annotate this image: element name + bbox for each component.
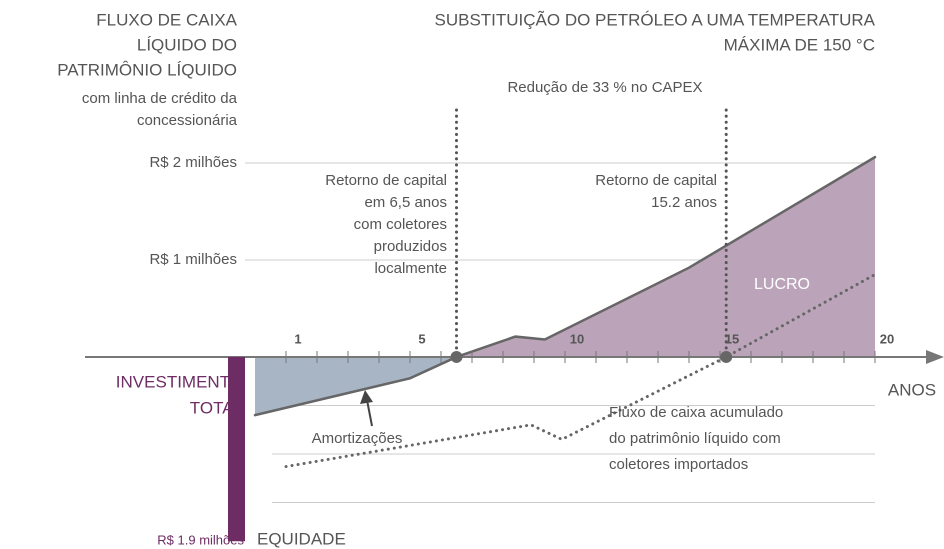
line	[253, 155, 877, 417]
x-tick-label: 1	[294, 331, 301, 346]
label: Retorno de capital	[595, 172, 717, 189]
label: com linha de crédito da	[82, 90, 238, 107]
annotation: LUCRO	[754, 276, 810, 293]
area-negative	[255, 356, 457, 416]
label: INVESTIMENTO	[116, 372, 243, 391]
x-axis-label: ANOS	[888, 380, 936, 399]
label: coletores importados	[609, 456, 748, 473]
label: em 6,5 anos	[364, 194, 447, 211]
x-tick-label: 20	[880, 331, 894, 346]
investment-caption: EQUIDADE	[257, 529, 346, 548]
arrow	[366, 399, 373, 427]
investment-bar	[228, 356, 245, 542]
label: PATRIMÔNIO LÍQUIDO	[57, 60, 237, 79]
y-tick-label: R$ 1 milhões	[149, 251, 237, 268]
axis-arrow	[926, 349, 944, 364]
payback-dot	[450, 350, 463, 363]
label: produzidos	[374, 238, 447, 255]
label: MÁXIMA DE 150 °C	[724, 35, 875, 54]
x-tick-label: 5	[418, 331, 425, 346]
dotted-line	[284, 272, 877, 469]
x-tick-label: 10	[570, 331, 584, 346]
label: TOTAL	[190, 398, 243, 417]
investment-label: R$ 1.9 milhões	[157, 532, 244, 547]
y-tick-label: R$ 2 milhões	[149, 154, 237, 171]
label: do patrimônio líquido com	[609, 430, 781, 447]
x-tick-label: 15	[725, 331, 739, 346]
arrow-head	[360, 390, 373, 404]
label: 15.2 anos	[651, 194, 717, 211]
label: Fluxo de caixa acumulado	[609, 404, 783, 421]
annotation: Redução de 33 % no CAPEX	[507, 79, 702, 96]
label: Retorno de capital	[325, 172, 447, 189]
label: concessionária	[137, 112, 238, 129]
label: FLUXO DE CAIXA	[96, 10, 237, 29]
label: SUBSTITUIÇÃO DO PETRÓLEO A UMA TEMPERATU…	[434, 10, 875, 29]
annotation: Amortizações	[312, 430, 403, 447]
label: com coletores	[354, 216, 447, 233]
area-positive	[255, 157, 875, 357]
label: LÍQUIDO DO	[137, 35, 237, 54]
label: localmente	[374, 260, 447, 277]
payback-dot	[720, 350, 733, 363]
